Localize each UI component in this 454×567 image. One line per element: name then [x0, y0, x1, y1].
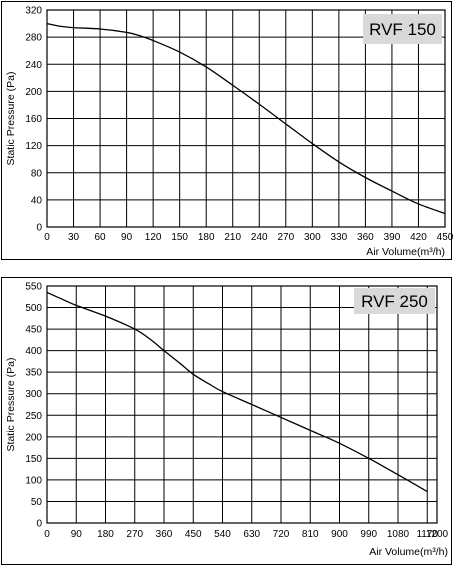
x-axis-title: Air Volume(m³/h)	[369, 546, 448, 558]
model-label-box	[363, 14, 442, 44]
x-tick-label: 60	[95, 232, 107, 243]
x-tick-label: 270	[126, 529, 143, 540]
y-tick-label: 200	[25, 432, 42, 443]
y-tick-label: 240	[25, 60, 42, 71]
y-tick-label: 500	[25, 303, 42, 314]
y-tick-label: 450	[25, 325, 42, 336]
chart-panel-rvf250: 0 90 180 270 360 450 540 630 720 810 900 990 1080 117…	[1, 277, 452, 565]
y-tick-label: 300	[25, 389, 42, 400]
x-tick-label: 270	[277, 232, 294, 243]
x-tick-label: 180	[198, 232, 215, 243]
x-tick-label: 1200	[426, 529, 449, 540]
y-tick-label: 400	[25, 346, 42, 357]
plot-frame	[46, 285, 438, 524]
x-tick-label: 450	[437, 232, 454, 243]
x-tick-label: 210	[224, 232, 241, 243]
y-tick-label: 150	[25, 454, 42, 465]
x-tick-label: 90	[71, 529, 83, 540]
x-tick-label: 0	[44, 232, 50, 243]
x-tick-label: 0	[44, 529, 50, 540]
y-axis-title: Static Pressure (Pa)	[5, 72, 17, 166]
chart-rvf150: 0 30 60 90 120 150 180 210 240 270 300 330 360 390 420…	[5, 6, 454, 259]
y-tick-label: 280	[25, 33, 42, 44]
y-tick-label: 40	[31, 195, 43, 206]
series-line	[46, 22, 446, 215]
y-tick-label: 120	[25, 141, 42, 152]
y-tick-label: 350	[25, 368, 42, 379]
y-tick-label: 0	[36, 519, 42, 530]
x-axis-title: Air Volume(m³/h)	[366, 246, 445, 258]
x-tick-label: 300	[304, 232, 321, 243]
y-tick-label: 80	[31, 168, 43, 179]
model-label-box	[354, 288, 435, 314]
y-tick-label: 320	[25, 6, 42, 17]
y-axis-title: Static Pressure (Pa)	[5, 358, 17, 452]
x-tick-label: 1080	[387, 529, 410, 540]
chart-panel-rvf150: 0 30 60 90 120 150 180 210 240 270 300 330 360 390 420…	[1, 1, 454, 260]
x-tick-label: 1170	[416, 529, 438, 540]
y-tick-label: 200	[25, 87, 42, 98]
x-tick-label: 390	[384, 232, 401, 243]
x-tick-label: 540	[214, 529, 231, 540]
x-tick-label: 360	[156, 529, 173, 540]
y-tick-label: 160	[25, 114, 42, 125]
y-tick-label: 100	[25, 475, 42, 486]
x-tick-label: 450	[185, 529, 202, 540]
x-tick-label: 420	[410, 232, 427, 243]
chart-title: RVF 150	[369, 20, 436, 39]
x-tick-label: 180	[97, 529, 114, 540]
x-tick-label: 720	[273, 529, 290, 540]
chart-rvf250: 0 90 180 270 360 450 540 630 720 810 900 990 1080 117…	[5, 282, 449, 559]
x-tick-label: 990	[360, 529, 377, 540]
plot-frame	[46, 9, 446, 228]
x-tick-label: 900	[331, 529, 348, 540]
series-line	[46, 291, 428, 493]
x-tick-label: 150	[171, 232, 188, 243]
x-tick-label: 30	[68, 232, 80, 243]
y-tick-label: 250	[25, 411, 42, 422]
y-tick-label: 550	[25, 282, 42, 293]
x-tick-label: 630	[243, 529, 260, 540]
x-tick-label: 360	[357, 232, 374, 243]
chart-title: RVF 250	[361, 292, 428, 311]
x-tick-label: 120	[145, 232, 162, 243]
y-tick-label: 0	[36, 223, 42, 234]
y-tick-label: 50	[31, 497, 43, 508]
x-tick-label: 90	[121, 232, 133, 243]
x-tick-label: 240	[251, 232, 268, 243]
x-tick-label: 810	[302, 529, 319, 540]
x-tick-label: 330	[331, 232, 348, 243]
